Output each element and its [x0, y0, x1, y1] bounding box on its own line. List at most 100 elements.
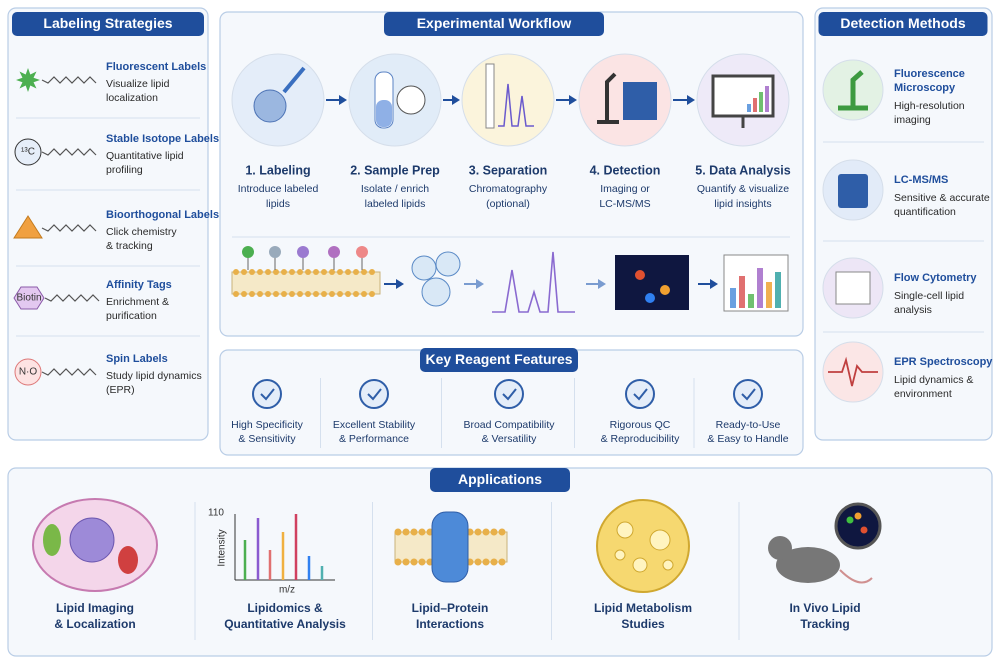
label: & Performance — [339, 433, 409, 445]
head — [353, 269, 359, 275]
feature-mark — [633, 388, 648, 401]
label: Introduce labeled — [238, 183, 319, 195]
item-title: Bioorthogonal Labels — [106, 209, 219, 221]
label: LC-MS/MS — [599, 198, 650, 210]
method-title: EPR Spectroscopy — [894, 356, 993, 368]
label: Study lipid dynamics — [106, 370, 202, 382]
head — [281, 291, 287, 297]
feature-icon — [252, 379, 282, 409]
label: & Reproducibility — [601, 433, 681, 445]
item-title: Affinity Tags — [106, 279, 172, 291]
head — [490, 558, 498, 566]
app-title: Lipidomics & — [247, 601, 323, 615]
bar — [765, 86, 769, 112]
monitor — [711, 74, 775, 118]
mouse — [776, 547, 840, 583]
step-title: 3. Separation — [469, 163, 548, 177]
head — [474, 558, 482, 566]
label: Ready-to-Use — [716, 419, 781, 431]
head — [233, 269, 239, 275]
lipid-tail — [44, 294, 100, 302]
feature-mark — [502, 388, 517, 401]
arrow-head — [687, 95, 695, 105]
bar — [757, 268, 763, 308]
lipid-drop — [649, 529, 671, 551]
spot — [645, 293, 655, 303]
app-title: Interactions — [416, 617, 484, 631]
section-title: Key Reagent Features — [425, 351, 572, 367]
label: (optional) — [486, 198, 530, 210]
label: Sensitive & accurate — [894, 192, 990, 204]
step-title: 5. Data Analysis — [695, 163, 790, 177]
tail — [839, 569, 873, 584]
method-title: Microscopy — [894, 82, 956, 94]
label: Single-cell lipid — [894, 290, 964, 302]
app-title: Tracking — [800, 617, 849, 631]
head — [498, 528, 506, 536]
label: lipid insights — [714, 198, 771, 210]
label: localization — [106, 92, 158, 104]
head — [482, 558, 490, 566]
header-pill — [384, 12, 604, 36]
head — [257, 291, 263, 297]
feature-mark — [741, 388, 756, 401]
arrow-head — [339, 95, 347, 105]
droplet — [596, 499, 690, 593]
column — [485, 63, 495, 129]
label: labeled lipids — [365, 198, 426, 210]
label: Enrichment & — [106, 296, 169, 308]
head — [402, 558, 410, 566]
feature-mark — [260, 388, 275, 401]
label: & tracking — [106, 240, 153, 252]
head — [265, 291, 271, 297]
label: profiling — [106, 164, 143, 176]
app-title: & Localization — [54, 617, 135, 631]
head — [305, 269, 311, 275]
head — [337, 269, 343, 275]
magnifier — [834, 502, 882, 550]
panel — [7, 7, 209, 441]
label: Broad Compatibility — [463, 419, 555, 431]
epr — [828, 356, 878, 387]
head — [361, 269, 367, 275]
feature-icon — [625, 379, 655, 409]
icon — [13, 286, 45, 310]
section-title: Labeling Strategies — [43, 15, 172, 31]
tube-liquid — [376, 100, 392, 127]
bar — [730, 288, 736, 308]
label-icon — [328, 246, 340, 258]
header-pill — [818, 12, 988, 36]
bar — [747, 104, 751, 112]
protein — [431, 511, 469, 583]
step-illustration — [348, 53, 442, 147]
head — [482, 528, 490, 536]
head — [321, 291, 327, 297]
label-icon — [242, 246, 254, 258]
label: Excellent Stability — [333, 419, 416, 431]
arrow-head — [396, 279, 404, 289]
arrow-head — [569, 95, 577, 105]
head — [241, 269, 247, 275]
head — [241, 291, 247, 297]
lipid-drop — [632, 557, 648, 573]
head — [369, 291, 375, 297]
bar — [739, 276, 745, 308]
item-title: Spin Labels — [106, 353, 168, 365]
item-title: Fluorescent Labels — [106, 61, 206, 73]
app-title: Lipid Imaging — [56, 601, 134, 615]
head — [410, 528, 418, 536]
app-title: Quantitative Analysis — [224, 617, 346, 631]
label-icon — [269, 246, 281, 258]
head — [313, 291, 319, 297]
app-title: Lipid–Protein — [412, 601, 489, 615]
head — [313, 269, 319, 275]
label: Rigorous QC — [610, 419, 671, 431]
axis-label: 110 — [208, 508, 224, 519]
arrow-head — [476, 279, 484, 289]
method-icon — [822, 341, 884, 403]
bar — [775, 272, 781, 308]
feature-icon — [494, 379, 524, 409]
arrow-head — [598, 279, 606, 289]
head — [233, 291, 239, 297]
head — [281, 269, 287, 275]
